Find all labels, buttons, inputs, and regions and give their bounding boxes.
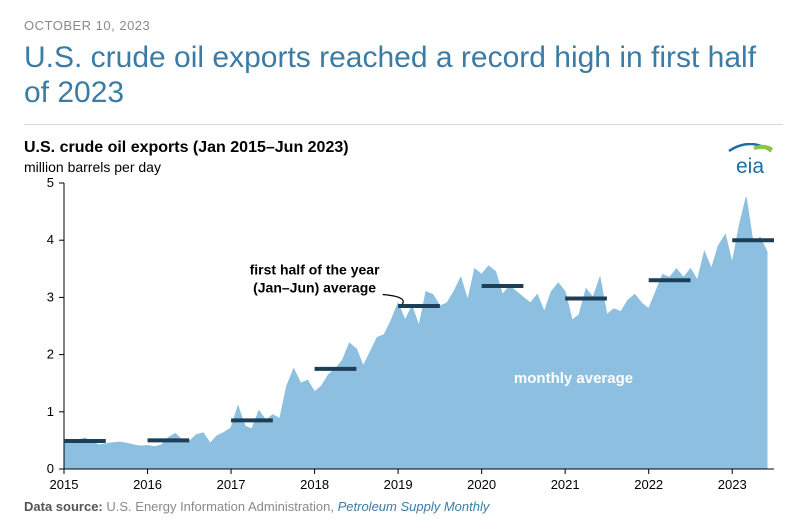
svg-text:2: 2 [47,347,54,362]
publish-date: OCTOBER 10, 2023 [24,18,783,33]
exports-area-chart: 0 1 2 3 4 5 2015 2016 2017 2018 2019 2020 2021 2022 20… [24,175,784,495]
svg-text:2022: 2022 [634,477,663,492]
svg-text:3: 3 [47,289,54,304]
svg-text:monthly average: monthly average [514,370,633,387]
source-org: U.S. Energy Information Administration, [106,499,334,514]
svg-text:5: 5 [47,175,54,190]
svg-text:first half of the year: first half of the year [250,262,380,278]
svg-text:2016: 2016 [133,477,162,492]
svg-text:4: 4 [47,232,54,247]
chart-subtitle: million barrels per day [24,159,783,175]
svg-text:eia: eia [736,155,764,177]
svg-text:2019: 2019 [384,477,413,492]
svg-text:2023: 2023 [718,477,747,492]
chart-title: U.S. crude oil exports (Jan 2015–Jun 202… [24,139,783,157]
headline: U.S. crude oil exports reached a record … [24,41,783,110]
svg-text:2021: 2021 [551,477,580,492]
eia-logo: eia [723,143,777,182]
source-publication: Petroleum Supply Monthly [338,499,490,514]
svg-text:(Jan–Jun) average: (Jan–Jun) average [253,280,376,296]
svg-text:1: 1 [47,404,54,419]
chart-container: U.S. crude oil exports (Jan 2015–Jun 202… [24,139,783,495]
svg-text:2020: 2020 [467,477,496,492]
source-label: Data source: [24,499,103,514]
divider [24,124,783,125]
svg-text:2015: 2015 [50,477,79,492]
svg-text:2017: 2017 [217,477,246,492]
svg-text:2018: 2018 [300,477,329,492]
svg-text:0: 0 [47,461,54,476]
data-source: Data source: U.S. Energy Information Adm… [24,499,783,514]
